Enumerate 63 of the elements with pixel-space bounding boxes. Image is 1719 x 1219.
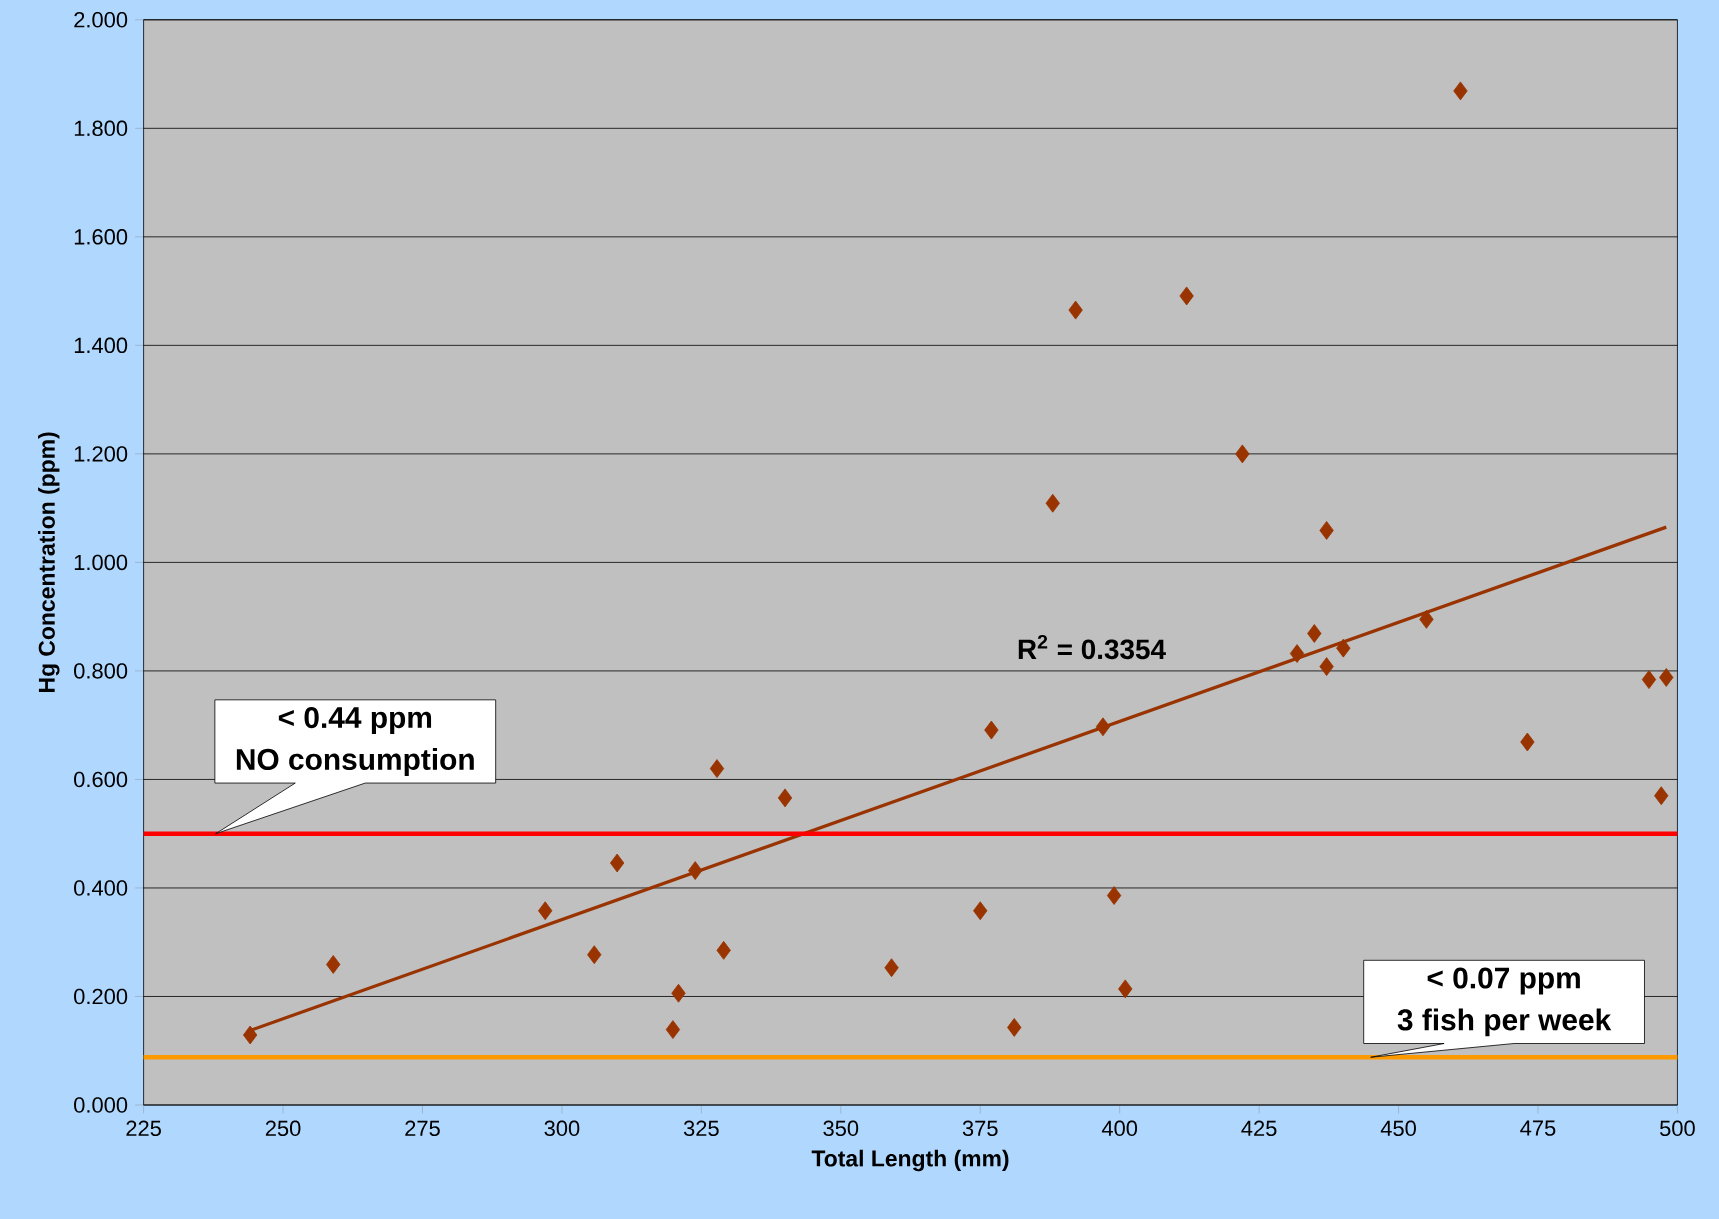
- annotation: NO consumption: [236, 748, 474, 776]
- point: [587, 945, 602, 965]
- x-tick-label: 325: [683, 1120, 719, 1137]
- point: [1179, 286, 1194, 306]
- point: [1289, 644, 1305, 663]
- x-tick-label: 475: [1520, 1120, 1556, 1136]
- y-tick-label: 1.600: [74, 229, 128, 245]
- point: [538, 901, 553, 921]
- point: [1095, 717, 1111, 737]
- y-tick-label: 1.800: [74, 120, 128, 137]
- point: [1118, 979, 1133, 999]
- point: [1654, 786, 1669, 806]
- point: [1641, 670, 1657, 689]
- x-tick-label: 250: [265, 1120, 301, 1137]
- point: [1235, 444, 1250, 464]
- annotation: 3 fish per week: [1397, 1008, 1612, 1037]
- point: [1106, 886, 1122, 905]
- x-tick-label: 500: [1660, 1120, 1695, 1137]
- x-tick-label: 400: [1101, 1120, 1138, 1137]
- x-tick-label: 375: [962, 1120, 998, 1137]
- point: [1659, 668, 1674, 687]
- point: [688, 861, 703, 880]
- point: [777, 788, 793, 808]
- point: [1068, 300, 1083, 320]
- point: [984, 720, 999, 740]
- point: [973, 901, 988, 921]
- y-tick-label: 0.600: [74, 771, 128, 788]
- x-tick-label: 275: [405, 1120, 440, 1137]
- point: [1336, 638, 1351, 658]
- point: [1007, 1018, 1022, 1037]
- point: [326, 955, 341, 974]
- point: [709, 759, 725, 778]
- point: [1453, 81, 1468, 101]
- point: [716, 940, 731, 960]
- x-tick-label: 450: [1380, 1120, 1416, 1137]
- annotation: < 0.07 ppm: [1427, 967, 1580, 995]
- y-tick-label: 1.200: [74, 446, 128, 462]
- x-tick-label: 300: [544, 1120, 580, 1137]
- y-tick-label: 1.400: [74, 337, 128, 354]
- point: [1319, 520, 1334, 540]
- y-axis-title: Hg Concentration (ppm): [38, 432, 60, 692]
- point: [665, 1020, 681, 1039]
- y-tick-label: 0.000: [74, 1097, 128, 1113]
- point: [1520, 732, 1535, 752]
- point: [884, 958, 899, 978]
- point: [242, 1025, 258, 1045]
- x-tick-label: 425: [1241, 1120, 1277, 1137]
- point: [1319, 657, 1334, 676]
- point: [671, 983, 686, 1003]
- y-tick-label: 0.400: [74, 880, 128, 896]
- annotation: < 0.44 ppm: [278, 706, 432, 735]
- y-tick-label: 1.000: [74, 554, 128, 571]
- x-tick-label: 225: [126, 1120, 161, 1137]
- y-tick-label: 0.800: [74, 663, 128, 679]
- point: [1307, 624, 1322, 643]
- y-tick-label: 2.000: [74, 12, 128, 28]
- point: [1045, 493, 1060, 513]
- x-axis-title: Total Length (mm): [811, 1149, 1009, 1172]
- point: [609, 853, 625, 873]
- point: [1419, 609, 1434, 629]
- y-tick-label: 0.200: [74, 988, 128, 1005]
- x-tick-label: 350: [823, 1120, 859, 1137]
- annotation: R$^{2}$ = 0.3354: [1018, 634, 1166, 660]
